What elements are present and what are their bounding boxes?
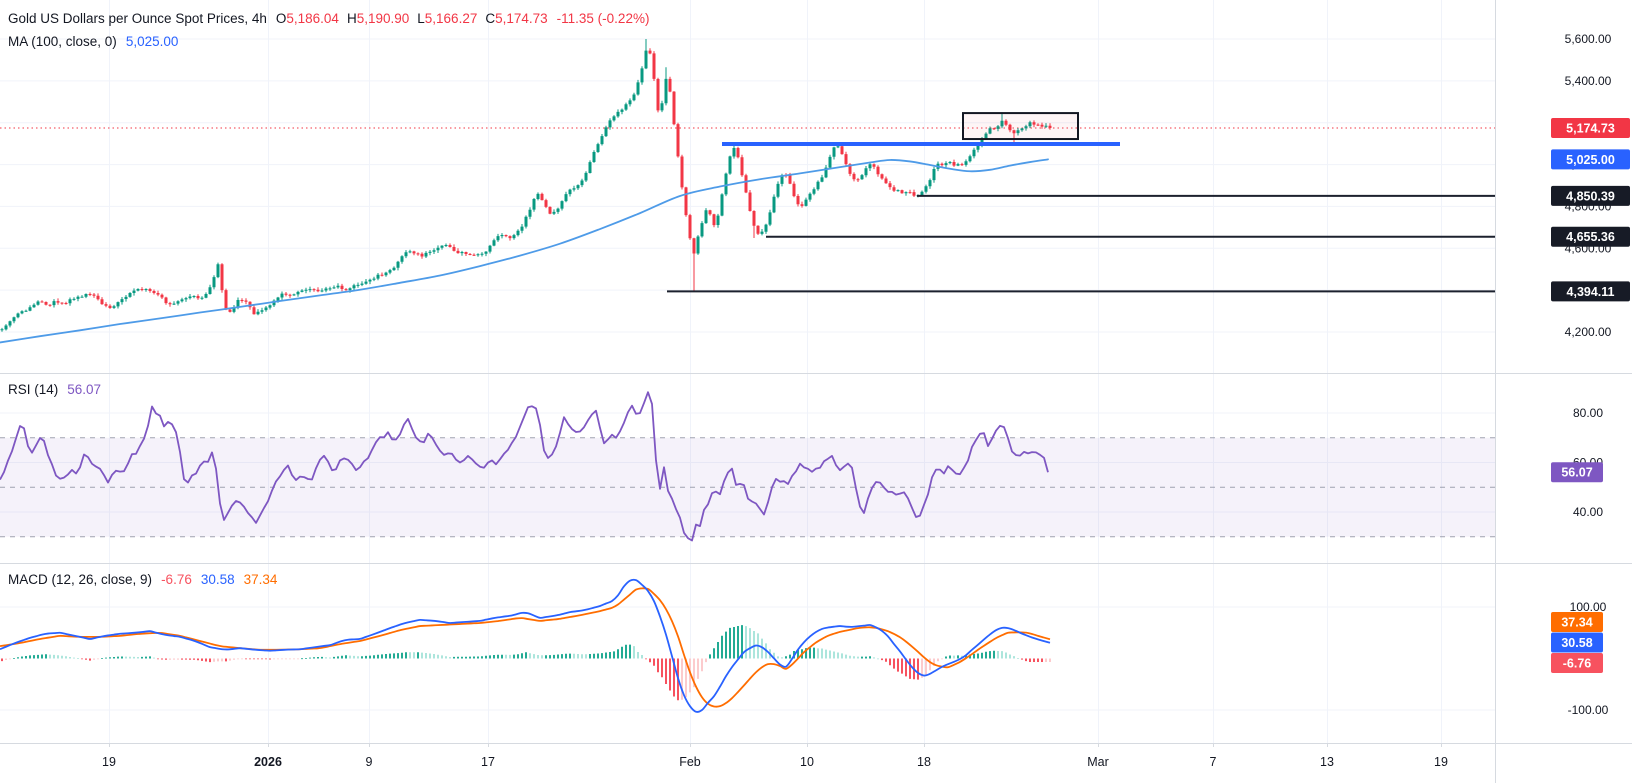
symbol-title[interactable]: Gold US Dollars per Ounce Spot Prices, 4… (8, 11, 267, 26)
svg-text:Feb: Feb (679, 755, 701, 769)
macd-signal-line (0, 587, 1051, 708)
price-badges: 5,174.73 5,025.00 4,850.39 4,655.36 4,394.11… (1551, 118, 1630, 673)
candlestick-series (0, 39, 1052, 332)
svg-text:40.00: 40.00 (1573, 505, 1603, 519)
macd-legend: MACD (12, 26, close, 9) -6.76 30.58 37.3… (8, 572, 277, 587)
ohlc-pair: O 5,186.04 (275, 11, 339, 26)
svg-text:56.07: 56.07 (1561, 466, 1592, 480)
svg-text:5,600.00: 5,600.00 (1565, 32, 1612, 46)
svg-text:100.00: 100.00 (1570, 600, 1607, 614)
svg-text:4,394.11: 4,394.11 (1567, 285, 1615, 299)
time-axis-labels: 19 2026 9 17 Feb 10 18 Mar 7 13 19 (102, 743, 1448, 769)
symbol-legend: Gold US Dollars per Ounce Spot Prices, 4… (8, 11, 649, 26)
svg-text:4,850.39: 4,850.39 (1566, 189, 1615, 203)
svg-text:80.00: 80.00 (1573, 406, 1603, 420)
svg-text:18: 18 (917, 755, 931, 769)
ma-value: 5,025.00 (125, 34, 179, 49)
ohlc-pair: L 5,166.27 (417, 11, 478, 26)
rsi-line (0, 391, 1049, 542)
rsi-legend: RSI (14) 56.07 (8, 382, 101, 397)
svg-text:30.58: 30.58 (1561, 636, 1592, 650)
support-rays[interactable] (667, 194, 1495, 293)
svg-text:5,400.00: 5,400.00 (1565, 74, 1612, 88)
macd-histogram (1, 625, 1051, 701)
svg-text:5,174.73: 5,174.73 (1566, 122, 1615, 136)
svg-text:4,200.00: 4,200.00 (1565, 325, 1612, 339)
svg-text:19: 19 (1434, 755, 1448, 769)
rsi-label[interactable]: RSI (14) (8, 382, 59, 397)
ma-legend: MA (100, close, 0) 5,025.00 (8, 34, 178, 49)
ma-label[interactable]: MA (100, close, 0) (8, 34, 117, 49)
ohlc-pair: C 5,174.73 (485, 11, 548, 26)
ma-100-line (0, 158, 1049, 344)
svg-text:7: 7 (1210, 755, 1217, 769)
ohlc-pair: H 5,190.90 (346, 11, 410, 26)
svg-text:37.34: 37.34 (1561, 616, 1592, 630)
svg-text:13: 13 (1320, 755, 1334, 769)
time-axis[interactable] (0, 743, 1632, 783)
ohlc-values: O 5,186.04 H 5,190.90 L 5,166.27 C 5,174.73 (276, 11, 548, 26)
svg-text:Mar: Mar (1087, 755, 1109, 769)
price-axis[interactable] (1495, 0, 1632, 743)
svg-text:9: 9 (366, 755, 373, 769)
svg-text:2026: 2026 (254, 755, 282, 769)
rsi-value: 56.07 (67, 382, 102, 397)
svg-text:10: 10 (800, 755, 814, 769)
macd-signal-value: 37.34 (243, 572, 278, 587)
grid-lines (0, 0, 1495, 743)
svg-text:-6.76: -6.76 (1563, 657, 1592, 671)
macd-hist-value: -6.76 (161, 572, 192, 587)
rsi-band (0, 437, 1495, 538)
macd-line (0, 578, 1051, 713)
macd-line-value: 30.58 (200, 572, 235, 587)
consolidation-box[interactable] (962, 112, 1079, 141)
price-change: -11.35 (-0.22%) (556, 11, 650, 26)
svg-text:19: 19 (102, 755, 116, 769)
svg-text:17: 17 (481, 755, 495, 769)
svg-text:5,025.00: 5,025.00 (1566, 153, 1615, 167)
svg-text:4,655.36: 4,655.36 (1566, 230, 1615, 244)
svg-text:-100.00: -100.00 (1568, 703, 1609, 717)
macd-label[interactable]: MACD (12, 26, close, 9) (8, 572, 153, 587)
